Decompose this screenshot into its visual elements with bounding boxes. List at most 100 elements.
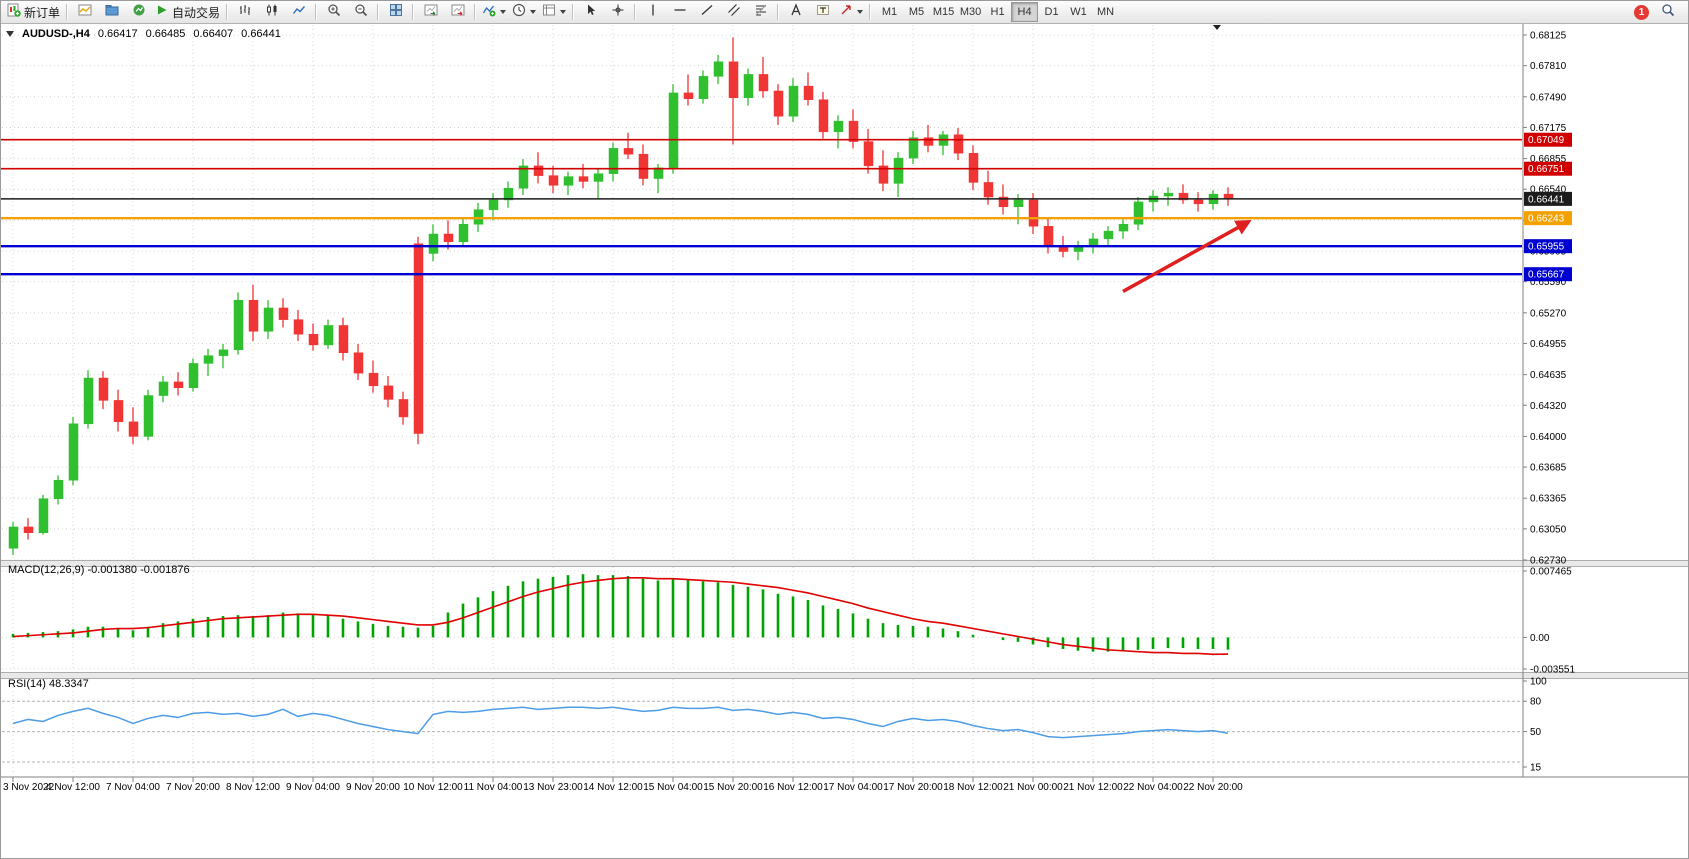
toolbar-overflow-icon[interactable] <box>1213 25 1221 30</box>
trend-arrow-annotation[interactable] <box>1122 220 1252 293</box>
candles-layer <box>8 37 1234 556</box>
timeframe-m5[interactable]: M5 <box>908 6 925 18</box>
auto-scroll-button[interactable] <box>417 2 444 23</box>
text-button[interactable] <box>782 2 809 23</box>
svg-text:3 Nov 2022: 3 Nov 2022 <box>3 782 55 793</box>
svg-text:7 Nov 04:00: 7 Nov 04:00 <box>106 782 160 793</box>
timeframe-m15[interactable]: M15 <box>932 6 955 18</box>
strategy-tester-icon <box>132 3 146 22</box>
timeframe-w1[interactable]: W1 <box>1070 6 1087 18</box>
tile-windows-button[interactable] <box>382 2 409 23</box>
svg-text:0.64320: 0.64320 <box>1530 401 1567 412</box>
svg-text:9 Nov 20:00: 9 Nov 20:00 <box>346 782 400 793</box>
cursor-button[interactable] <box>577 2 604 23</box>
svg-text:17 Nov 04:00: 17 Nov 04:00 <box>823 782 883 793</box>
svg-text:0.65955: 0.65955 <box>1528 242 1565 253</box>
chart-shift-button[interactable] <box>444 2 471 23</box>
zoom-in-icon <box>327 3 341 22</box>
svg-text:0.66751: 0.66751 <box>1528 164 1565 175</box>
chart-shift-icon <box>451 3 465 22</box>
macd-label: MACD(12,26,9) -0.001380 -0.001876 <box>8 564 190 576</box>
auto-scroll-icon <box>424 3 438 22</box>
rsi-line <box>12 706 1229 739</box>
macd-signal-line <box>12 577 1229 656</box>
rsi-label: RSI(14) 48.3347 <box>8 678 89 690</box>
svg-text:0.66540: 0.66540 <box>1530 185 1567 196</box>
periods-button[interactable] <box>509 2 539 23</box>
panel-splitter-macd[interactable] <box>1 560 1689 567</box>
svg-text:100: 100 <box>1530 677 1547 688</box>
price-tag <box>1524 161 1572 176</box>
toolbar-separator <box>634 4 637 20</box>
chevron-down-icon <box>530 10 537 14</box>
new-chart-button[interactable] <box>71 2 98 23</box>
profiles-button[interactable] <box>98 2 125 23</box>
text-label-button[interactable] <box>809 2 836 23</box>
timeframe-mn[interactable]: MN <box>1096 6 1115 18</box>
templates-button[interactable] <box>539 2 569 23</box>
candlestick-chart-button[interactable] <box>258 2 285 23</box>
toolbar-separator <box>66 4 69 20</box>
zoom-out-icon <box>354 3 368 22</box>
timeframe-h4[interactable]: H4 <box>1011 2 1039 22</box>
chart-background <box>1 23 1688 858</box>
price-tag <box>1524 211 1572 226</box>
fibonacci-button[interactable] <box>747 2 774 23</box>
timeframe-m30[interactable]: M30 <box>959 6 982 18</box>
svg-text:17 Nov 20:00: 17 Nov 20:00 <box>883 782 943 793</box>
auto-trading-button[interactable]: 自动交易 <box>152 2 223 23</box>
bars-chart-button[interactable] <box>231 2 258 23</box>
auto-trading-icon <box>155 3 169 22</box>
indicators-button[interactable] <box>479 2 509 23</box>
trendline-button[interactable] <box>693 2 720 23</box>
svg-text:0.67490: 0.67490 <box>1530 92 1567 103</box>
zoom-out-button[interactable] <box>347 2 374 23</box>
fibonacci-icon <box>754 3 768 22</box>
one-click-collapse-icon[interactable] <box>6 31 14 37</box>
price-close: 0.66441 <box>241 28 281 40</box>
new-order-button[interactable]: 新订单 <box>4 2 63 23</box>
crosshair-icon <box>611 3 625 22</box>
svg-text:0.64000: 0.64000 <box>1530 432 1567 443</box>
svg-text:0.68125: 0.68125 <box>1530 31 1567 42</box>
toolbar-separator <box>315 4 318 20</box>
vertical-line-button[interactable] <box>639 2 666 23</box>
svg-text:0.63050: 0.63050 <box>1530 524 1567 535</box>
arrows-button[interactable] <box>836 2 866 23</box>
crosshair-button[interactable] <box>604 2 631 23</box>
new-order-icon <box>7 3 21 22</box>
svg-text:0.62730: 0.62730 <box>1530 556 1567 567</box>
svg-text:13 Nov 23:00: 13 Nov 23:00 <box>523 782 583 793</box>
svg-text:15 Nov 20:00: 15 Nov 20:00 <box>703 782 763 793</box>
symbol-period-label: AUDUSD-,H4 <box>22 28 90 40</box>
toolbar-separator <box>412 4 415 20</box>
chevron-down-icon <box>857 10 864 14</box>
zoom-in-button[interactable] <box>320 2 347 23</box>
svg-text:4 Nov 12:00: 4 Nov 12:00 <box>46 782 100 793</box>
svg-text:16 Nov 12:00: 16 Nov 12:00 <box>763 782 823 793</box>
svg-text:0.67175: 0.67175 <box>1530 123 1567 134</box>
svg-text:0.65667: 0.65667 <box>1528 270 1565 281</box>
chart-header: AUDUSD-,H4 0.66417 0.66485 0.66407 0.664… <box>6 28 281 40</box>
toolbar-right-group: 1 <box>1634 2 1685 23</box>
notification-badge[interactable]: 1 <box>1634 4 1649 20</box>
timeframe-d1[interactable]: D1 <box>1044 6 1059 18</box>
strategy-tester-button[interactable] <box>125 2 152 23</box>
horizontal-line-button[interactable] <box>666 2 693 23</box>
auto-trading-label: 自动交易 <box>172 5 221 20</box>
svg-text:9 Nov 04:00: 9 Nov 04:00 <box>286 782 340 793</box>
toolbar: 新订单 自动交易 <box>1 1 1688 24</box>
line-chart-button[interactable] <box>285 2 312 23</box>
svg-text:0.63365: 0.63365 <box>1530 494 1567 505</box>
panel-splitter-rsi[interactable] <box>1 672 1689 679</box>
timeframe-m1[interactable]: M1 <box>881 6 898 18</box>
bars-chart-icon <box>238 3 252 22</box>
svg-text:0.66855: 0.66855 <box>1530 154 1567 165</box>
timeframe-h1[interactable]: H1 <box>990 6 1005 18</box>
rsi-levels-layer <box>2 700 1522 763</box>
toolbar-separator <box>377 4 380 20</box>
search-button[interactable] <box>1654 2 1681 23</box>
equidistant-channel-button[interactable] <box>720 2 747 23</box>
svg-text:50: 50 <box>1530 727 1542 738</box>
